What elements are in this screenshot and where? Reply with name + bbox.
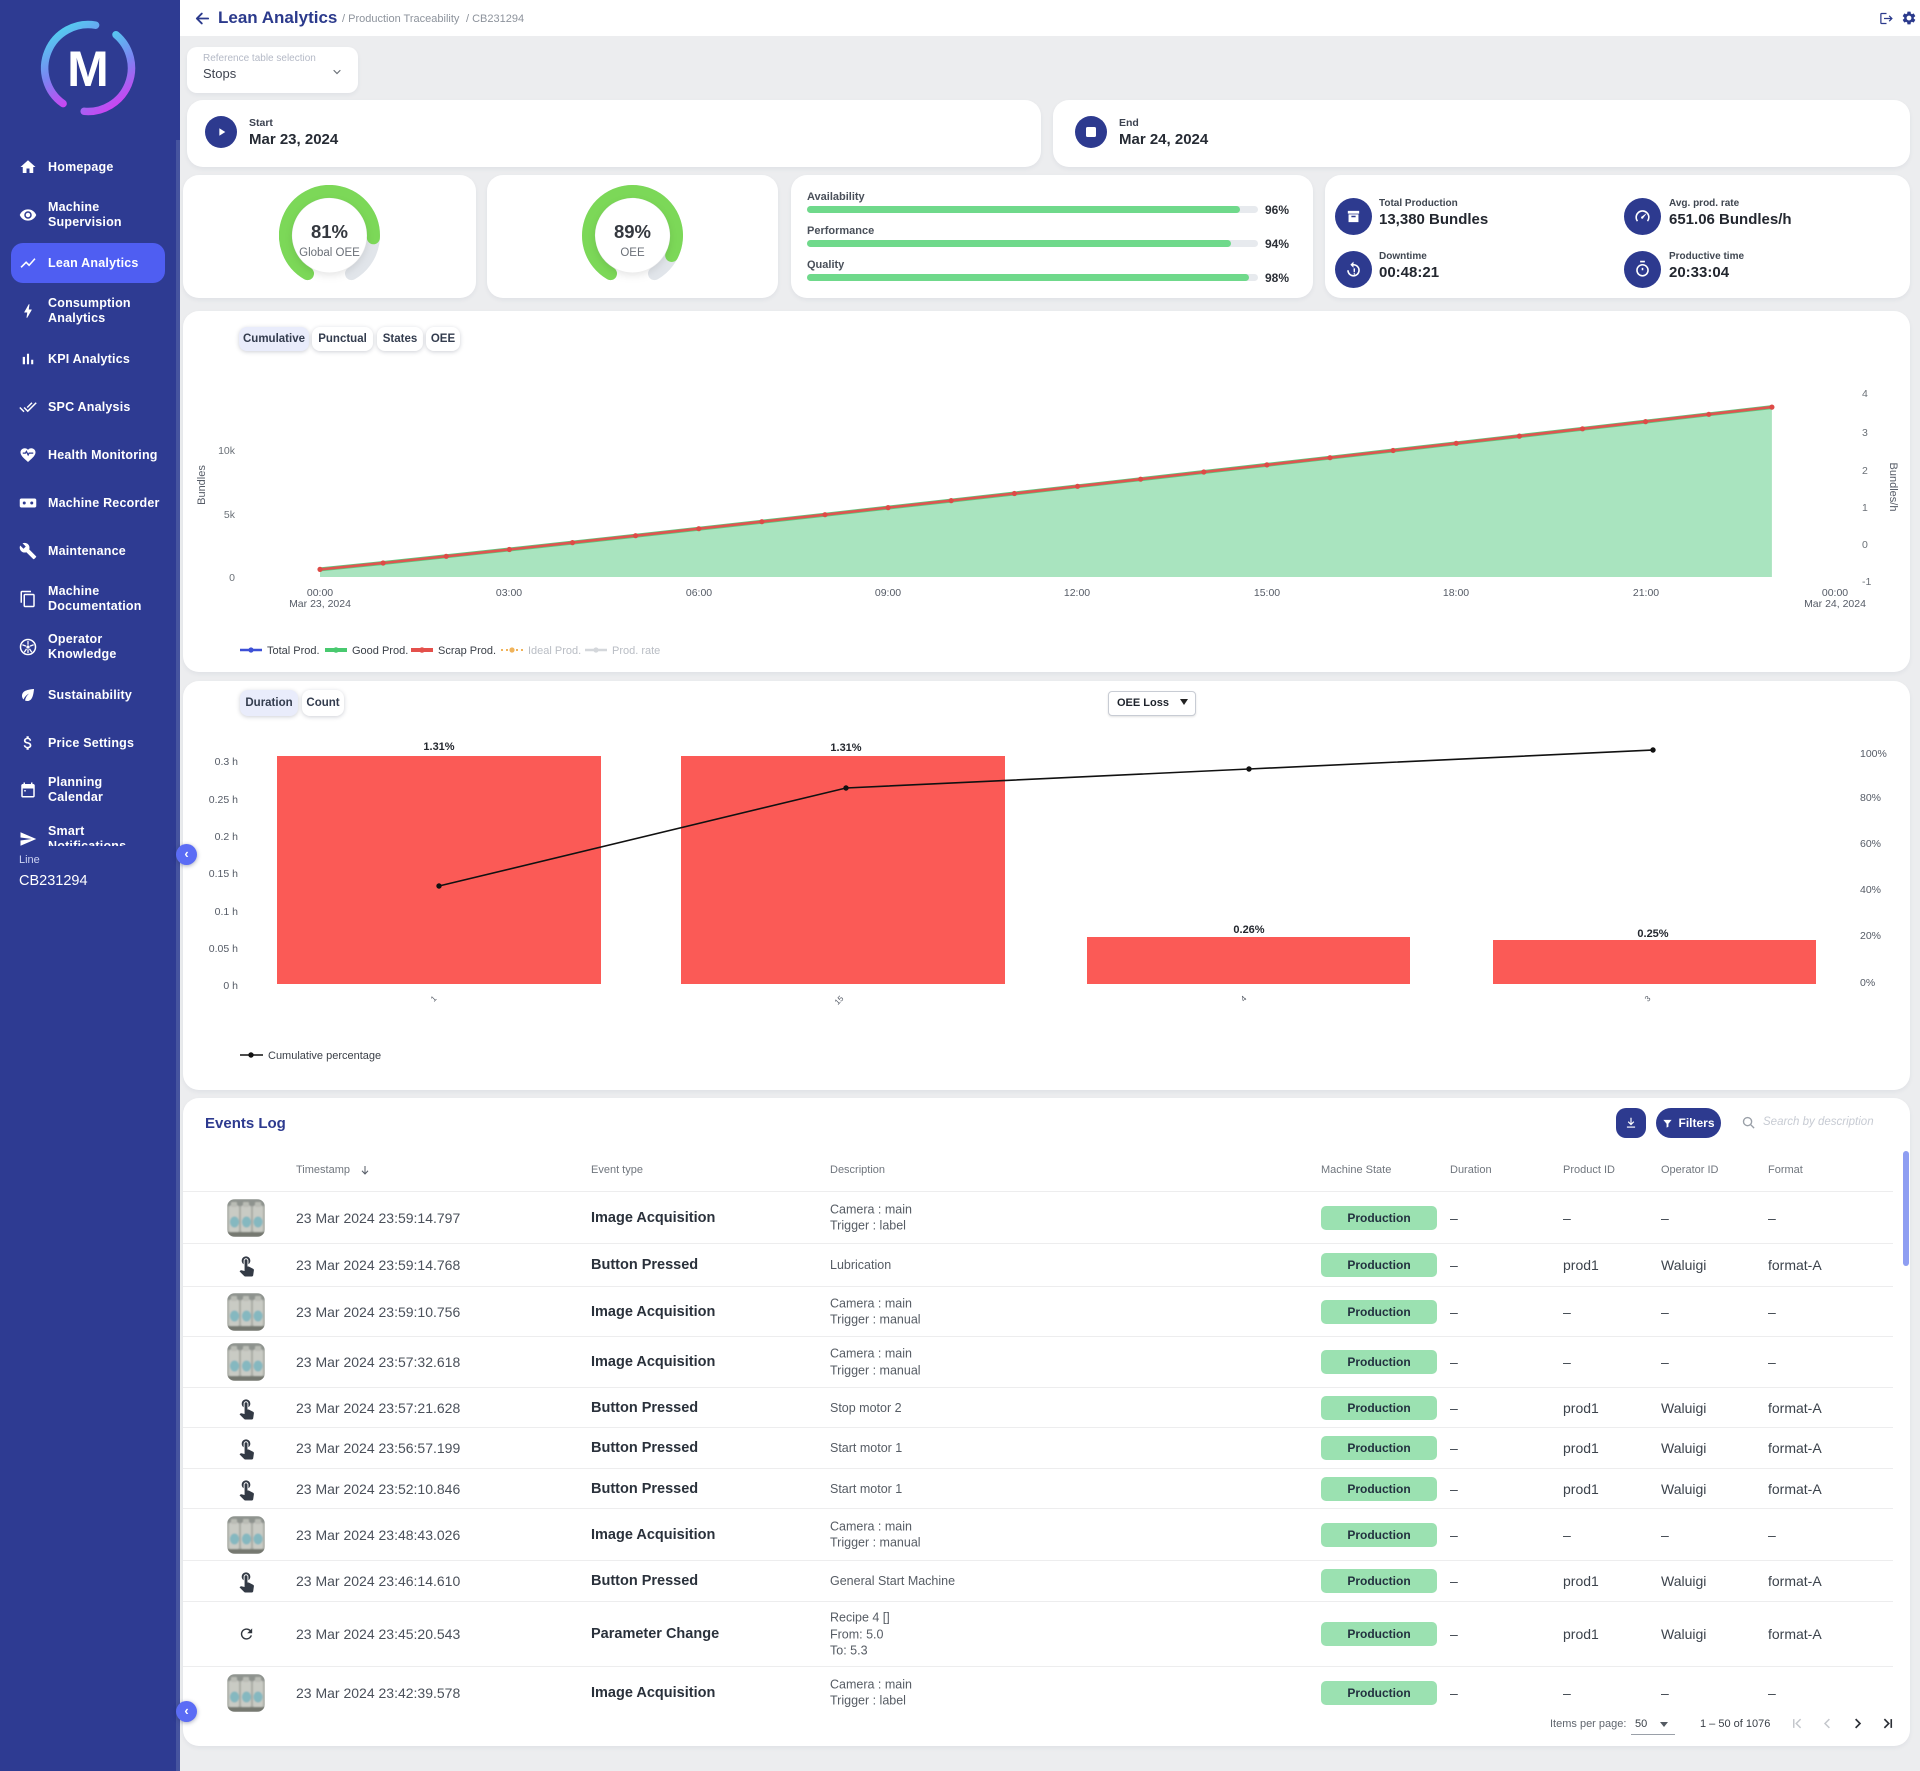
svg-text:Scrap Prod.: Scrap Prod.: [438, 645, 496, 657]
svg-text:Mar 23, 2024: Mar 23, 2024: [289, 598, 351, 610]
svg-text:3: 3: [1862, 427, 1868, 439]
svg-text:0.1 h: 0.1 h: [215, 906, 239, 918]
svg-text:0.05 h: 0.05 h: [209, 943, 238, 955]
svg-text:Ideal Prod.: Ideal Prod.: [528, 645, 581, 657]
svg-text:18:00: 18:00: [1443, 587, 1469, 599]
svg-text:15: 15: [833, 994, 846, 1007]
svg-text:Prod. rate: Prod. rate: [612, 645, 660, 657]
svg-text:Global OEE: Global OEE: [299, 247, 360, 259]
svg-text:06:00: 06:00: [686, 587, 712, 599]
svg-text:0.15 h: 0.15 h: [209, 868, 238, 880]
svg-text:40%: 40%: [1860, 884, 1881, 896]
svg-text:1.31%: 1.31%: [830, 742, 861, 754]
svg-text:60%: 60%: [1860, 838, 1881, 850]
svg-text:2: 2: [1862, 465, 1868, 477]
svg-text:0: 0: [1862, 539, 1868, 551]
svg-text:4: 4: [1239, 994, 1249, 1004]
svg-text:80%: 80%: [1860, 792, 1881, 804]
svg-text:0%: 0%: [1860, 977, 1875, 989]
svg-text:4: 4: [1862, 388, 1868, 400]
svg-text:0: 0: [229, 572, 235, 584]
svg-text:1: 1: [1862, 502, 1868, 514]
svg-text:Bundles/h: Bundles/h: [1887, 463, 1899, 512]
svg-text:00:00: 00:00: [307, 587, 333, 599]
svg-text:00:00: 00:00: [1822, 587, 1848, 599]
svg-text:Total Prod.: Total Prod.: [267, 645, 320, 657]
svg-text:0.2 h: 0.2 h: [215, 831, 239, 843]
svg-text:10k: 10k: [218, 445, 236, 457]
svg-text:15:00: 15:00: [1254, 587, 1280, 599]
svg-text:Bundles: Bundles: [196, 465, 208, 505]
svg-text:20%: 20%: [1860, 930, 1881, 942]
svg-text:09:00: 09:00: [875, 587, 901, 599]
svg-text:0.25 h: 0.25 h: [209, 794, 238, 806]
svg-text:-1: -1: [1862, 576, 1871, 588]
svg-text:OEE: OEE: [620, 247, 645, 259]
svg-text:5k: 5k: [224, 509, 236, 521]
svg-text:M: M: [67, 41, 109, 97]
svg-text:Mar 24, 2024: Mar 24, 2024: [1804, 598, 1866, 610]
svg-text:89%: 89%: [614, 221, 651, 242]
svg-text:0.3 h: 0.3 h: [215, 756, 239, 768]
svg-text:0.26%: 0.26%: [1233, 924, 1264, 936]
svg-text:21:00: 21:00: [1633, 587, 1659, 599]
svg-text:Cumulative percentage: Cumulative percentage: [268, 1050, 381, 1062]
svg-text:0.25%: 0.25%: [1637, 928, 1668, 940]
svg-text:03:00: 03:00: [496, 587, 522, 599]
svg-text:1: 1: [429, 994, 439, 1004]
svg-text:12:00: 12:00: [1064, 587, 1090, 599]
svg-text:100%: 100%: [1860, 748, 1887, 760]
svg-text:Good Prod.: Good Prod.: [352, 645, 408, 657]
svg-text:1.31%: 1.31%: [423, 741, 454, 753]
svg-text:0 h: 0 h: [223, 980, 238, 992]
svg-text:81%: 81%: [311, 221, 348, 242]
svg-text:3: 3: [1643, 994, 1653, 1004]
